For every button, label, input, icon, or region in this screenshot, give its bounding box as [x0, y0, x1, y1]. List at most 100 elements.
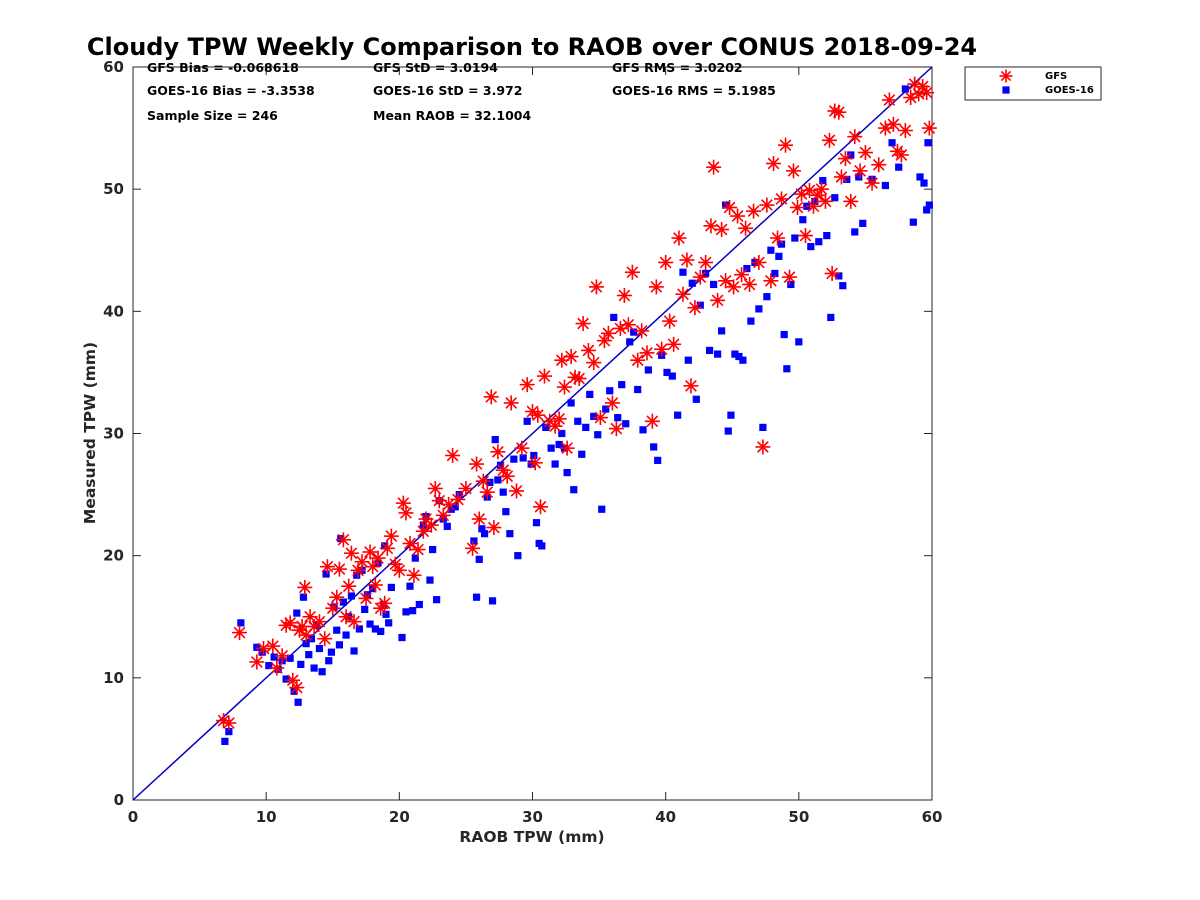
data-point-gfs [921, 120, 937, 136]
data-point-gfs [797, 228, 813, 244]
data-point-goes-16 [924, 139, 932, 147]
data-point-gfs [325, 600, 341, 616]
data-point-goes-16 [831, 194, 839, 202]
asterisk-stroke [257, 642, 270, 655]
asterisk-stroke [767, 157, 780, 170]
data-point-gfs [232, 625, 248, 641]
data-point-goes-16 [881, 181, 889, 190]
asterisk-stroke [481, 486, 494, 499]
y-tick-label: 60 [103, 58, 124, 76]
data-point-goes-16 [502, 508, 510, 516]
asterisk-stroke [505, 397, 518, 409]
asterisk-stroke [677, 288, 689, 301]
asterisk-stroke [899, 124, 912, 137]
legend-box [964, 66, 1102, 101]
y-tick-label: 40 [103, 302, 124, 320]
data-point-gfs [402, 535, 418, 551]
data-point-goes-16 [679, 268, 687, 276]
asterisk-stroke [779, 139, 792, 152]
data-point-gfs [703, 218, 719, 234]
data-point-gfs [766, 156, 782, 172]
data-point-gfs [919, 85, 935, 101]
asterisk-stroke [488, 521, 500, 534]
asterisk-stroke [381, 542, 394, 555]
data-point-goes-16 [339, 598, 348, 606]
data-point-goes-16 [684, 356, 692, 364]
asterisk-stroke [602, 327, 615, 340]
chart-title: Cloudy TPW Weekly Comparison to RAOB ove… [87, 33, 977, 61]
data-point-gfs [897, 123, 913, 139]
asterisk-stroke [923, 122, 936, 134]
stat-text: GFS StD = 3.0194 [373, 60, 498, 75]
data-point-gfs [338, 609, 354, 625]
data-point-gfs [746, 203, 762, 219]
data-point-goes-16 [578, 450, 586, 458]
data-point-gfs [346, 614, 362, 630]
data-point-goes-16 [225, 727, 233, 736]
data-point-goes-16 [327, 648, 336, 656]
data-point-goes-16 [470, 537, 478, 545]
asterisk-stroke [844, 195, 857, 208]
data-point-goes-16 [527, 460, 535, 468]
data-point-goes-16 [735, 352, 743, 361]
data-point-gfs [604, 395, 620, 411]
asterisk-stroke [573, 372, 585, 385]
asterisk-stroke [618, 289, 631, 302]
data-point-gfs [343, 545, 359, 561]
data-point-goes-16 [598, 505, 606, 513]
asterisk-stroke [587, 356, 600, 369]
data-point-gfs [469, 456, 485, 472]
asterisk-stroke [393, 564, 406, 577]
asterisk-stroke [420, 513, 432, 525]
asterisk-stroke [646, 415, 659, 428]
data-point-goes-16 [499, 488, 507, 496]
data-point-goes-16 [411, 554, 419, 562]
data-point-goes-16 [480, 530, 489, 538]
data-point-goes-16 [630, 328, 638, 336]
asterisk-stroke [883, 94, 896, 106]
stat-text: GOES-16 RMS = 5.1985 [612, 83, 776, 98]
asterisk-stroke [337, 533, 350, 546]
asterisk-stroke [342, 580, 355, 593]
asterisk-stroke [290, 681, 303, 694]
asterisk-stroke [694, 271, 707, 283]
asterisk-stroke [360, 592, 372, 605]
data-point-gfs [662, 313, 678, 329]
data-point-gfs [415, 523, 431, 539]
asterisk-stroke [626, 266, 639, 279]
data-point-gfs [588, 279, 604, 295]
data-point-goes-16 [626, 338, 634, 346]
data-point-goes-16 [714, 350, 722, 358]
asterisk-stroke [400, 507, 412, 519]
y-tick-label: 10 [103, 669, 124, 687]
data-point-goes-16 [688, 279, 696, 287]
data-point-gfs [847, 129, 863, 145]
data-point-gfs [675, 286, 691, 302]
asterisk-stroke [667, 338, 680, 351]
data-point-gfs [282, 615, 298, 631]
data-point-gfs [778, 137, 794, 153]
data-point-goes-16 [282, 675, 290, 683]
x-tick-label: 50 [788, 808, 809, 826]
asterisk-stroke [895, 149, 908, 161]
asterisk-stroke [296, 620, 308, 633]
y-axis-label: Measured TPW (mm) [81, 342, 99, 524]
data-point-gfs [289, 680, 305, 696]
asterisk-stroke [510, 485, 523, 497]
data-point-goes-16 [811, 197, 819, 205]
data-point-gfs [608, 421, 624, 437]
stat-text: Mean RAOB = 32.1004 [373, 108, 531, 123]
asterisk-stroke [761, 199, 773, 211]
asterisk-stroke [689, 301, 701, 314]
data-point-goes-16 [923, 206, 931, 214]
data-point-gfs [821, 132, 837, 148]
data-point-gfs [687, 300, 703, 316]
data-point-goes-16 [692, 395, 700, 403]
data-point-gfs [265, 638, 281, 654]
asterisk-stroke [372, 552, 384, 564]
data-point-goes-16 [350, 647, 358, 655]
data-point-goes-16 [538, 542, 546, 550]
asterisk-stroke [515, 442, 528, 455]
data-point-goes-16 [302, 640, 310, 648]
data-point-goes-16 [443, 522, 451, 530]
